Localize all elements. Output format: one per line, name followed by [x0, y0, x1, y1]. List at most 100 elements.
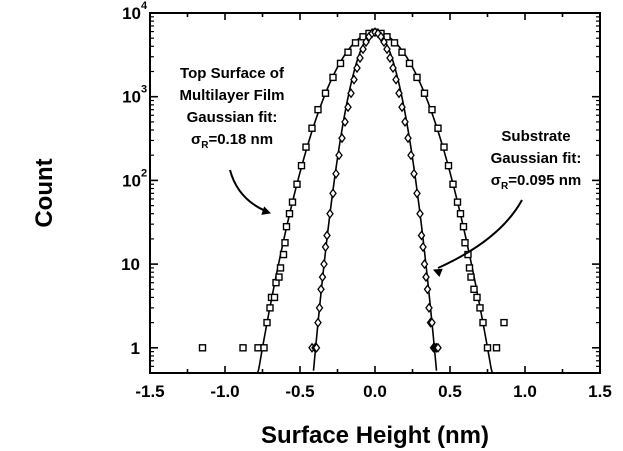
y-tick-label: 10 [122, 171, 141, 190]
annotation-line: Multilayer Film [179, 87, 284, 104]
square-point [479, 318, 487, 327]
diamond-point [428, 317, 436, 328]
annotation-top-surface: Top Surface of Multilayer Film Gaussian fi… [179, 65, 284, 151]
diamond-point [347, 88, 355, 99]
square-point [461, 239, 469, 247]
y-tick-label: 10 [121, 255, 140, 274]
diamond-point [401, 116, 409, 127]
annotation-line: Gaussian fit: [491, 150, 582, 167]
y-tick-label: 10 [122, 4, 141, 23]
diamond-point [417, 230, 426, 241]
square-point [308, 124, 316, 132]
diamond-point [389, 62, 397, 74]
y-tick-exponent: 2 [141, 167, 147, 179]
diamond-point [410, 168, 418, 179]
square-point [453, 198, 462, 206]
diamond-point [356, 52, 364, 64]
square-point [293, 180, 301, 188]
fit-curve-substrate [312, 31, 438, 371]
square-point [456, 210, 465, 218]
annotation-line: Gaussian fit: [187, 109, 278, 126]
square-point [239, 344, 247, 352]
diamond-point [420, 259, 429, 270]
square-point [390, 39, 399, 47]
diamond-point [317, 284, 325, 295]
square-point [270, 293, 279, 302]
annotation-line: Substrate [501, 128, 570, 145]
square-point [297, 161, 306, 170]
square-point [276, 264, 285, 272]
square-point [329, 73, 337, 82]
square-point [492, 344, 501, 352]
annotation-line: Top Surface of [180, 65, 285, 82]
diamond-point [359, 44, 367, 55]
diamond-point [419, 241, 427, 253]
annotation-sigma: σR=0.18 nm [191, 131, 273, 151]
square-point [254, 344, 262, 352]
square-point [279, 250, 288, 259]
diamond-point [344, 102, 352, 113]
diamond-point [380, 36, 388, 48]
x-tick-label: 0.0 [363, 382, 387, 401]
square-point [459, 222, 468, 231]
diamond-point [407, 150, 415, 161]
square-point [285, 210, 294, 218]
y-axis-title: Count [31, 158, 58, 227]
arrow-top-surface-head [261, 206, 272, 215]
square-point [434, 124, 442, 132]
square-point [449, 180, 457, 188]
x-tick-label: 1.5 [588, 382, 612, 401]
diamond-point [395, 88, 403, 99]
x-tick-label: 1.0 [513, 382, 537, 401]
square-point [198, 344, 207, 352]
diamond-point [434, 342, 442, 353]
square-point [500, 318, 508, 327]
square-point [470, 285, 478, 293]
square-point [314, 105, 322, 114]
diamond-point [338, 133, 346, 144]
square-point [476, 304, 484, 312]
y-tick-label: 1 [131, 339, 140, 358]
y-tick-exponent: 3 [141, 84, 147, 96]
diamond-point [323, 230, 331, 241]
square-point [282, 222, 291, 231]
square-point [444, 161, 453, 170]
diamond-point [413, 188, 421, 199]
diamond-point [312, 342, 321, 353]
diamond-point [362, 36, 370, 48]
square-point [351, 39, 360, 47]
diamond-point [423, 284, 432, 295]
arrow-substrate [437, 199, 523, 269]
square-point [413, 73, 421, 82]
x-tick-label: -1.0 [210, 382, 239, 401]
diamond-point [321, 241, 330, 253]
square-point [428, 105, 436, 114]
square-point [483, 344, 492, 352]
square-point [321, 89, 330, 97]
diamond-point [314, 317, 322, 328]
square-point [398, 48, 406, 56]
diamond-point [335, 150, 343, 161]
y-tick-exponent: 4 [141, 0, 148, 12]
data-points [198, 27, 508, 353]
square-point [465, 264, 474, 272]
annotations: Top Surface of Multilayer Film Gaussian fi… [179, 65, 582, 277]
y-tick-label: 10 [122, 88, 141, 107]
square-point [263, 318, 271, 327]
square-point [281, 239, 289, 247]
diamond-point [422, 271, 430, 283]
diamond-point [386, 52, 394, 64]
diamond-point [332, 168, 340, 179]
square-point [440, 143, 448, 151]
diamond-point [392, 74, 400, 85]
diamond-point [425, 302, 433, 313]
diamond-point [329, 188, 337, 199]
square-point [336, 59, 345, 68]
diamond-point [350, 74, 358, 85]
square-point [420, 89, 429, 97]
square-point [275, 273, 283, 281]
square-point [302, 143, 310, 151]
diamond-point [341, 116, 349, 127]
